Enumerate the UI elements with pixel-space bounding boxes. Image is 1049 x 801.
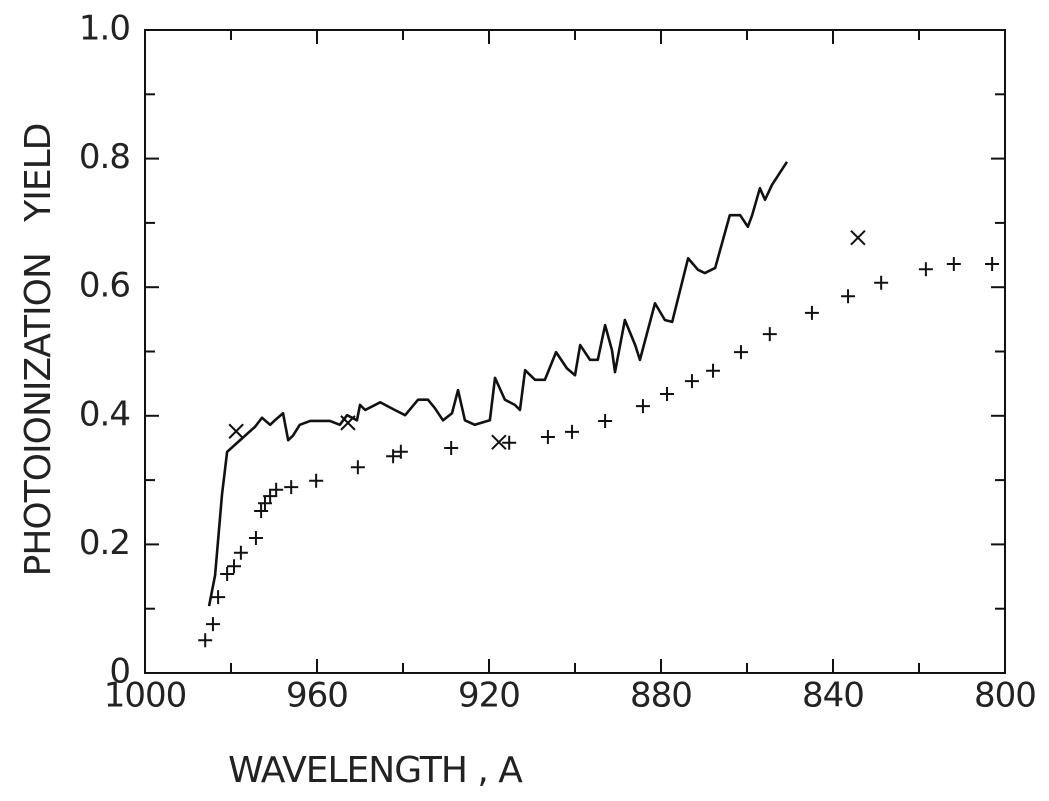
plus-marker	[205, 617, 220, 632]
cross-marker	[340, 415, 356, 431]
plus-marker	[233, 545, 248, 560]
x-axis-label: WAVELENGTH , A	[228, 750, 523, 791]
x-tick-label: 1000	[104, 676, 187, 716]
plus-marker	[684, 374, 699, 389]
y-tick-label: 0.6	[79, 266, 130, 306]
plus-marker	[220, 566, 235, 581]
x-tick-label: 960	[286, 676, 348, 716]
plus-marker	[386, 449, 401, 464]
plus-marker	[706, 363, 721, 378]
plus-marker	[540, 430, 555, 445]
x-tick-label: 880	[630, 676, 692, 716]
cross-marker	[850, 229, 866, 246]
plus-marker	[874, 275, 889, 290]
plus-marker	[660, 386, 675, 401]
plus-marker	[254, 503, 269, 518]
x-tick-label: 800	[974, 676, 1036, 716]
y-axis-label: PHOTOIONIZATION YIELD	[18, 124, 59, 577]
plus-marker	[284, 480, 299, 495]
cross-marker	[228, 423, 244, 439]
y-tick-label: 1.0	[79, 9, 130, 49]
y-tick-label: 0.4	[79, 394, 130, 434]
plus-marker	[269, 482, 284, 497]
plus-marker	[804, 305, 819, 320]
y-tick-label: 0	[109, 652, 130, 692]
y-tick-label: 0.8	[79, 137, 130, 177]
plus-marker	[598, 413, 613, 428]
plus-marker	[263, 489, 278, 504]
plus-marker	[918, 262, 933, 277]
plot-frame	[144, 29, 1006, 674]
plus-marker	[946, 257, 961, 272]
data-line	[207, 161, 789, 607]
plus-marker	[985, 257, 1000, 272]
plus-marker	[762, 327, 777, 342]
plus-marker	[309, 473, 324, 488]
plus-marker	[841, 289, 856, 304]
plus-marker	[393, 444, 408, 459]
plus-marker	[211, 590, 226, 605]
plus-marker	[248, 530, 263, 545]
plus-marker	[502, 435, 517, 450]
plus-marker	[198, 633, 213, 648]
x-tick-label: 920	[458, 676, 520, 716]
plus-marker	[257, 496, 272, 511]
plus-marker	[350, 460, 365, 475]
plus-marker	[444, 440, 459, 455]
plus-marker	[635, 399, 650, 414]
plus-marker	[564, 424, 579, 439]
plus-marker	[227, 559, 242, 574]
y-tick-label: 0.2	[79, 523, 130, 563]
plus-marker	[733, 345, 748, 360]
x-tick-label: 840	[802, 676, 864, 716]
cross-marker	[491, 434, 507, 450]
